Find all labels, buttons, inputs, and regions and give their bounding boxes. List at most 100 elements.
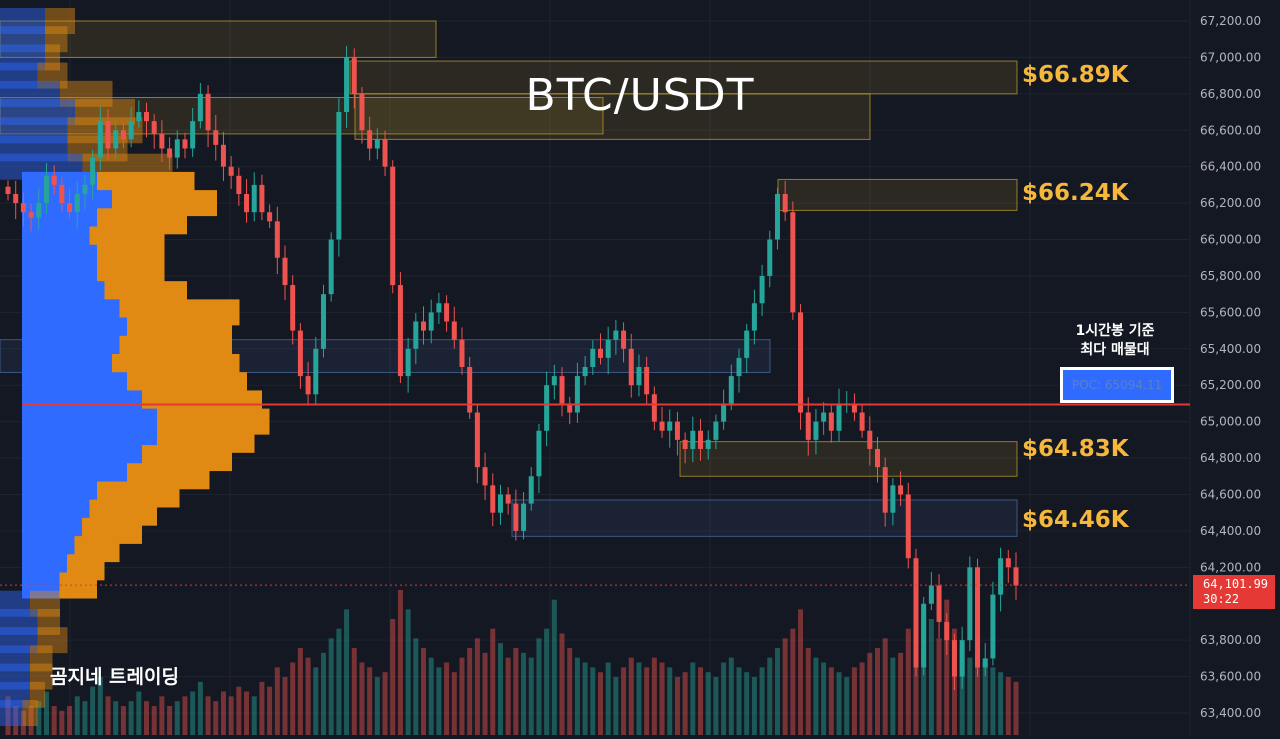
- poc-badge[interactable]: POC: 65094.11: [1060, 367, 1174, 403]
- candle-body: [282, 257, 288, 286]
- candle-body: [959, 640, 965, 677]
- candle-body: [20, 203, 26, 213]
- volume-bar: [421, 648, 427, 735]
- candle-body: [5, 186, 11, 194]
- volume-bar: [120, 706, 126, 735]
- volume-bar: [190, 691, 196, 735]
- volume-bar: [905, 628, 911, 735]
- price-zone: [777, 178, 1018, 211]
- price-tick-label: 66,400.00: [1200, 160, 1261, 174]
- volume-bar: [105, 696, 111, 735]
- volume-bar: [336, 628, 342, 735]
- level-label-1: $66.89K: [1022, 62, 1129, 88]
- volume-bar: [782, 638, 788, 735]
- volume-bar: [721, 662, 727, 735]
- profile-buy-bar: [0, 700, 23, 726]
- candle-body: [497, 494, 503, 513]
- candle-body: [205, 93, 211, 131]
- profile-buy-bar: [0, 681, 30, 708]
- candle-body: [867, 430, 873, 449]
- profile-buy-bar: [0, 80, 60, 107]
- price-axis: 67,200.00 67,000.00 66,800.00 66,600.00 66,4…: [1200, 14, 1261, 720]
- candle-body: [951, 640, 957, 677]
- candle-body: [790, 212, 796, 313]
- volume-bar: [490, 628, 496, 735]
- candle-body: [597, 348, 603, 358]
- candle-body: [251, 184, 257, 213]
- profile-sell-bar: [60, 80, 113, 107]
- volume-bar: [405, 609, 411, 735]
- volume-bar: [290, 662, 296, 735]
- candle-body: [574, 376, 580, 413]
- candle-body: [721, 403, 727, 422]
- candle-body: [836, 403, 842, 431]
- volume-bar: [236, 686, 242, 735]
- candle-body: [736, 357, 742, 377]
- volume-bar: [982, 662, 988, 735]
- candle-body: [751, 303, 757, 331]
- profile-sell-bar: [37, 627, 68, 654]
- volume-bar: [428, 657, 434, 735]
- current-price-tag: 64,101.99 30:22: [1193, 575, 1275, 609]
- candle-body: [274, 221, 280, 258]
- candle-body: [490, 485, 496, 513]
- price-tick-label: 63,800.00: [1200, 633, 1261, 647]
- candle-body: [228, 166, 234, 176]
- candle-body: [344, 57, 350, 113]
- candle-body: [413, 321, 419, 349]
- candle-body: [698, 430, 704, 449]
- volume-bar: [513, 648, 519, 735]
- candle-body: [151, 121, 157, 134]
- candle-body: [359, 93, 365, 131]
- candle-body: [213, 130, 219, 145]
- candle-body: [244, 194, 250, 213]
- price-zone: [0, 20, 437, 58]
- volume-bar: [51, 706, 57, 735]
- candle-body: [705, 439, 711, 449]
- candle-body: [936, 585, 942, 622]
- candle-body: [513, 503, 519, 531]
- profile-sell-bar: [30, 681, 45, 708]
- volume-bar: [459, 657, 465, 735]
- candle-body: [767, 239, 773, 276]
- profile-sell-bar: [45, 8, 75, 34]
- candle-body: [998, 558, 1004, 595]
- poc-note: 1시간봉 기준 최다 매물대: [1060, 322, 1170, 360]
- candle-body: [336, 112, 342, 240]
- volume-bar: [882, 638, 888, 735]
- volume-bar: [967, 657, 973, 735]
- volume-bar: [867, 652, 873, 735]
- candle-body: [297, 330, 303, 377]
- candle-body: [351, 57, 357, 94]
- price-tick-label: 66,800.00: [1200, 87, 1261, 101]
- price-tick-label: 64,200.00: [1200, 560, 1261, 574]
- volume-bar: [28, 706, 34, 735]
- candle-body: [382, 139, 388, 167]
- volume-bar: [328, 638, 334, 735]
- level-label-2: $66.24K: [1022, 180, 1129, 206]
- candle-body: [859, 412, 865, 431]
- volume-bar: [651, 657, 657, 735]
- candle-body: [644, 367, 650, 395]
- volume-bar: [1005, 677, 1011, 735]
- volume-bar: [744, 672, 750, 735]
- candle-body: [975, 567, 981, 668]
- volume-bar: [674, 677, 680, 735]
- candle-body: [397, 285, 403, 377]
- candle-body: [813, 421, 819, 440]
- candle-body: [136, 112, 142, 122]
- volume-bar: [559, 633, 565, 735]
- candle-body: [182, 139, 188, 149]
- volume-bar: [944, 599, 950, 735]
- candle-body: [74, 194, 80, 213]
- volume-bar: [436, 667, 442, 735]
- candle-body: [113, 130, 119, 149]
- candle-body: [528, 476, 534, 504]
- price-tick-label: 65,400.00: [1200, 342, 1261, 356]
- candle-body: [898, 485, 904, 495]
- volume-bar: [313, 667, 319, 735]
- volume-bar: [174, 701, 180, 735]
- candle-body: [682, 439, 688, 449]
